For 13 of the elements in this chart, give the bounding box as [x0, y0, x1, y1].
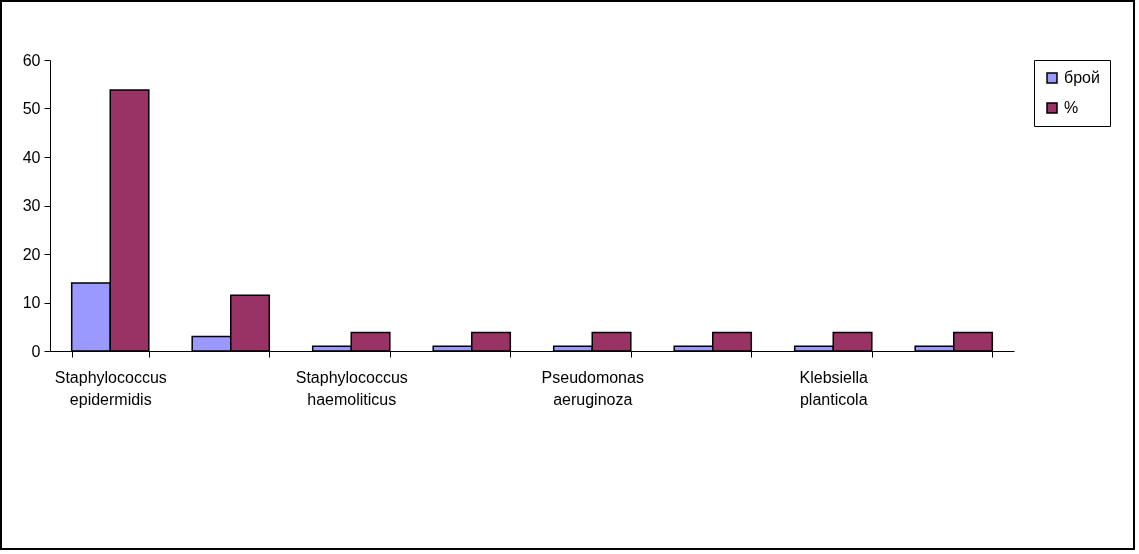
y-tick-label: 50	[22, 100, 41, 117]
x-tick-label: Klebsiella planticola	[799, 368, 869, 408]
x-tick-label: Staphylococcus epidermidis	[54, 368, 167, 408]
x-tick-label: Staphylococcus haemoliticus	[295, 368, 408, 408]
y-tick-label: 30	[22, 197, 41, 214]
y-tick-label: 40	[22, 148, 41, 166]
y-tick-label: 60	[22, 51, 41, 69]
legend-label: %	[1064, 99, 1079, 116]
x-tick-label: Pseudomonas aeruginoza	[541, 368, 644, 408]
legend-label: брой	[1064, 69, 1100, 86]
y-tick-label: 0	[31, 342, 41, 360]
y-tick-label: 10	[22, 294, 41, 311]
y-tick-label: 20	[22, 245, 41, 263]
